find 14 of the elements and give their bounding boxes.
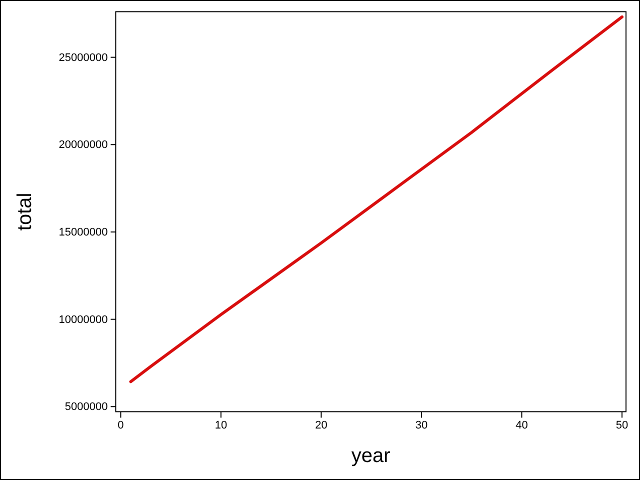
x-tick-label: 50 — [616, 420, 628, 432]
x-tick-label: 10 — [214, 420, 228, 432]
y-tick-label: 5000000 — [64, 401, 108, 414]
y-axis-title: total — [14, 192, 36, 231]
y-tick-label: 25000000 — [58, 52, 108, 64]
x-tick-label: 20 — [315, 420, 328, 432]
y-tick-label: 15000000 — [58, 226, 108, 238]
x-tick-label: 0 — [118, 420, 124, 432]
line-series — [129, 15, 624, 384]
y-tick-label: 20000000 — [58, 139, 108, 152]
y-tick-label: 10000000 — [58, 314, 108, 326]
x-tick-label: 40 — [516, 420, 528, 432]
x-tick-label: 30 — [415, 420, 428, 432]
x-axis-title: year — [351, 445, 391, 467]
